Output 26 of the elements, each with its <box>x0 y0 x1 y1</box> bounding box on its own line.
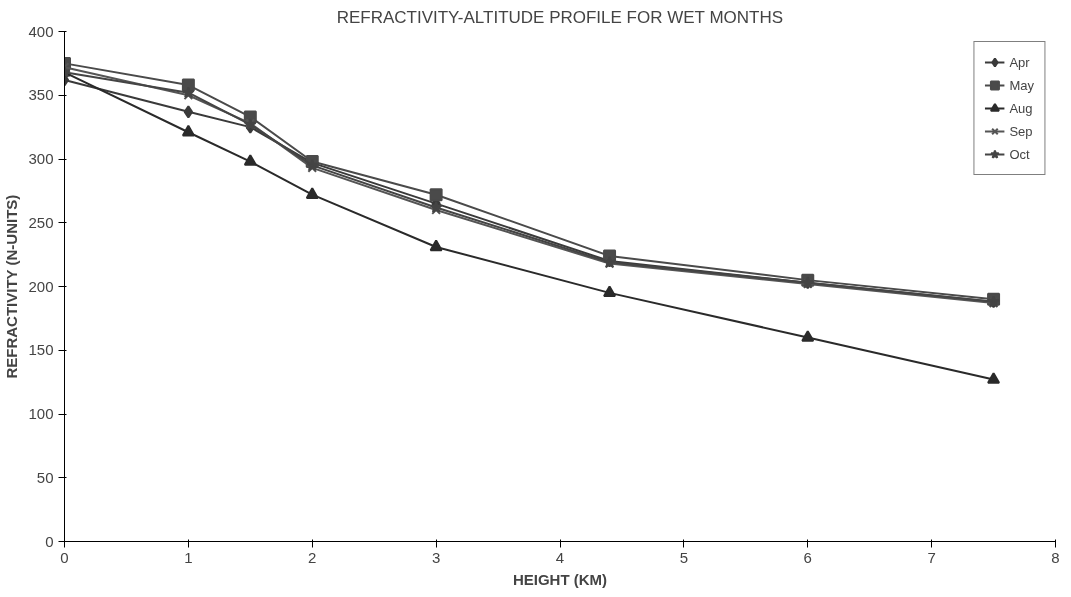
x-tick-label: 5 <box>679 548 689 566</box>
y-tick-label: 100 <box>28 405 54 422</box>
x-tick-label: 8 <box>1051 548 1060 566</box>
y-tick-label: 50 <box>36 468 54 486</box>
x-tick-label: 2 <box>308 548 317 566</box>
y-axis-title: REFRACTIVITY (N-UNITS) <box>3 194 21 379</box>
y-tick-label: 350 <box>28 86 54 104</box>
legend-label: Oct <box>1009 146 1030 162</box>
legend-label: Sep <box>1009 123 1033 139</box>
y-tick-label: 150 <box>28 341 54 359</box>
x-tick-label: 1 <box>184 548 193 566</box>
x-tick-label: 3 <box>431 548 441 566</box>
y-tick-label: 400 <box>28 22 54 40</box>
x-tick-label: 6 <box>803 548 812 566</box>
legend-label: May <box>1009 77 1034 93</box>
legend-label: Aug <box>1009 100 1033 116</box>
y-tick-label: 200 <box>28 277 54 295</box>
y-tick-label: 300 <box>28 150 54 167</box>
x-tick-label: 0 <box>60 548 69 566</box>
x-axis-title: HEIGHT (KM) <box>512 570 608 588</box>
chart-title: REFRACTIVITY-ALTITUDE PROFILE FOR WET MONTHS <box>336 7 784 27</box>
y-tick-label: 0 <box>45 532 54 550</box>
legend-label: Apr <box>1009 54 1030 70</box>
x-tick-label: 4 <box>555 548 565 566</box>
y-tick-label: 250 <box>28 213 54 231</box>
x-tick-label: 7 <box>927 548 936 566</box>
